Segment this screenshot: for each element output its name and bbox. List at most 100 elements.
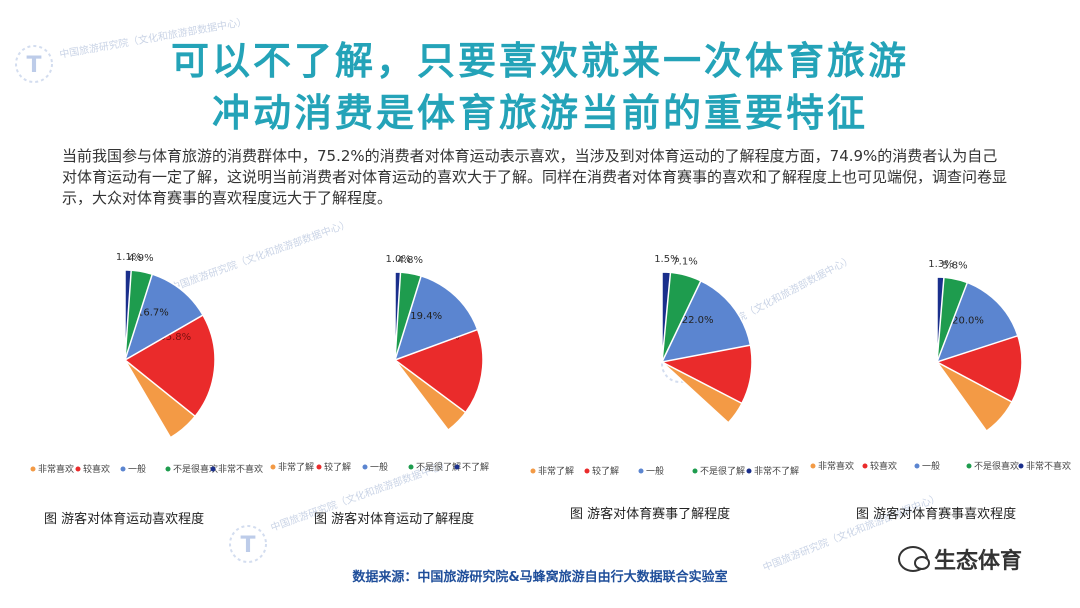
legend-item-4: 不是很喜欢	[165, 463, 218, 475]
legend-marker-4	[165, 466, 171, 472]
wechat-icon	[898, 546, 930, 572]
legend-item-5: 非常不了解	[746, 465, 799, 477]
pie-svg: 36.8%32.6%22.0%7.1%1.5%非常了解较了解一般不是很了解非常不…	[530, 254, 799, 477]
legend-item-2: 较喜欢	[75, 463, 110, 475]
summary-paragraph: 当前我国参与体育旅游的消费群体中，75.2%的消费者对体育运动表示喜欢，当涉及到…	[62, 147, 1008, 207]
legend-marker-3	[914, 463, 920, 469]
legend-label-3: 一般	[922, 460, 940, 472]
legend-item-4: 不是很了解	[408, 461, 461, 473]
legend-item-1: 非常了解	[270, 461, 314, 473]
watermark-logo-icon: T	[15, 45, 53, 83]
legend-marker-1	[530, 468, 536, 474]
legend-label-1: 非常了解	[538, 465, 574, 477]
legend-marker-5	[746, 468, 752, 474]
pie-chart-event-liking: 40.1%32.8%20.0%5.8%1.3%非常喜欢较喜欢一般不是很喜欢非常不…	[810, 250, 1071, 490]
watermark-logo-icon: T	[229, 525, 267, 563]
legend-item-2: 较了解	[584, 465, 619, 477]
svg-text:T: T	[26, 53, 41, 78]
legend-label-3: 一般	[370, 461, 388, 473]
pie-slice-5	[124, 269, 133, 361]
legend-label-4: 不是很喜欢	[173, 463, 218, 475]
legend-marker-4	[692, 468, 698, 474]
chart-caption-4: 图 游客对体育赛事喜欢程度	[856, 507, 1017, 522]
chart-caption-3: 图 游客对体育赛事了解程度	[570, 507, 731, 522]
legend-item-3: 一般	[120, 463, 146, 475]
legend-marker-2	[584, 468, 590, 474]
legend-item-1: 非常喜欢	[30, 463, 74, 475]
legend-item-4: 不是很喜欢	[966, 460, 1019, 472]
chart-caption-1: 图 游客对体育运动喜欢程度	[44, 512, 205, 527]
legend-label-4: 不是很了解	[416, 461, 461, 473]
legend-label-2: 较了解	[592, 465, 619, 477]
legend-marker-2	[316, 464, 322, 470]
legend-marker-5	[1018, 463, 1024, 469]
legend-item-2: 较喜欢	[862, 460, 897, 472]
pie-slice-5	[394, 271, 402, 361]
pie-value-label-4: 4.9%	[128, 253, 153, 264]
pie-value-label-4: 7.1%	[672, 257, 697, 268]
pie-value-label-3: 19.4%	[410, 311, 442, 322]
chart-caption-2: 图 游客对体育运动了解程度	[314, 512, 475, 527]
watermark-bottom: T 中国旅游研究院（文化和旅游部数据中心）	[228, 459, 452, 570]
legend-item-1: 非常了解	[530, 465, 574, 477]
legend-item-5: 非常不喜欢	[1018, 460, 1071, 472]
pie-chart-sport-liking: 41.6%35.8%16.7%4.9%1.1%非常喜欢较喜欢一般不是很喜欢非常不…	[30, 250, 263, 490]
pie-value-label-2: 35.8%	[159, 332, 191, 343]
legend-marker-4	[966, 463, 972, 469]
pie-value-label-3: 20.0%	[952, 315, 984, 326]
legend-marker-3	[638, 468, 644, 474]
legend-item-3: 一般	[362, 461, 388, 473]
legend-label-4: 不是很喜欢	[974, 460, 1019, 472]
page-title-line-1: 可以不了解，只要喜欢就来一次体育旅游	[170, 39, 909, 83]
legend-marker-5	[454, 464, 460, 470]
legend-marker-3	[120, 466, 126, 472]
legend-label-5: 非常不了解	[754, 465, 799, 477]
legend-marker-1	[270, 464, 276, 470]
legend-item-3: 一般	[638, 465, 664, 477]
legend-marker-1	[30, 466, 36, 472]
pie-slice-5	[936, 276, 945, 363]
pie-value-label-3: 22.0%	[682, 315, 714, 326]
legend-label-3: 一般	[128, 463, 146, 475]
legend-item-5: 非常不喜欢	[210, 463, 263, 475]
legend-label-1: 非常了解	[278, 461, 314, 473]
legend-label-2: 较喜欢	[870, 460, 897, 472]
pie-svg: 41.6%35.8%16.7%4.9%1.1%非常喜欢较喜欢一般不是很喜欢非常不…	[30, 252, 263, 475]
legend-label-2: 较喜欢	[83, 463, 110, 475]
pie-slice-5	[661, 271, 672, 363]
page-title-line-2: 冲动消费是体育旅游当前的重要特征	[211, 91, 868, 135]
legend-item-1: 非常喜欢	[810, 460, 854, 472]
pie-value-label-4: 5.8%	[942, 261, 967, 272]
legend-label-1: 非常喜欢	[38, 463, 74, 475]
brand-name: 生态体育	[934, 549, 1023, 574]
legend-marker-1	[810, 463, 816, 469]
legend-label-2: 较了解	[324, 461, 351, 473]
legend-label-5: 不了解	[462, 461, 489, 473]
brand-badge: 生态体育	[898, 544, 1022, 574]
svg-text:T: T	[240, 533, 255, 558]
legend-label-5: 非常不喜欢	[218, 463, 263, 475]
legend-marker-5	[210, 466, 216, 472]
legend-marker-2	[862, 463, 868, 469]
watermark-top-left: T 中国旅游研究院（文化和旅游部数据中心）	[14, 17, 248, 90]
legend-marker-2	[75, 466, 81, 472]
pie-value-label-5: 1.0%	[385, 254, 410, 265]
pie-value-label-5: 1.1%	[116, 252, 141, 263]
pie-value-label-5: 1.5%	[654, 254, 679, 265]
legend-item-3: 一般	[914, 460, 940, 472]
data-source: 数据来源：中国旅游研究院&马蜂窝旅游自由行大数据联合实验室	[352, 570, 728, 585]
legend-item-5: 不了解	[454, 461, 489, 473]
legend-item-2: 较了解	[316, 461, 351, 473]
legend-label-3: 一般	[646, 465, 664, 477]
pie-value-label-3: 16.7%	[137, 308, 169, 319]
legend-item-4: 不是很了解	[692, 465, 745, 477]
legend-marker-4	[408, 464, 414, 470]
pie-value-label-4: 4.8%	[398, 255, 423, 266]
pie-value-label-5: 1.3%	[928, 259, 953, 270]
legend-label-4: 不是很了解	[700, 465, 745, 477]
legend-label-5: 非常不喜欢	[1026, 460, 1071, 472]
pie-chart-event-knowledge: 36.8%32.6%22.0%7.1%1.5%非常了解较了解一般不是很了解非常不…	[530, 250, 800, 490]
pie-svg: 40.1%32.8%20.0%5.8%1.3%非常喜欢较喜欢一般不是很喜欢非常不…	[810, 259, 1071, 472]
